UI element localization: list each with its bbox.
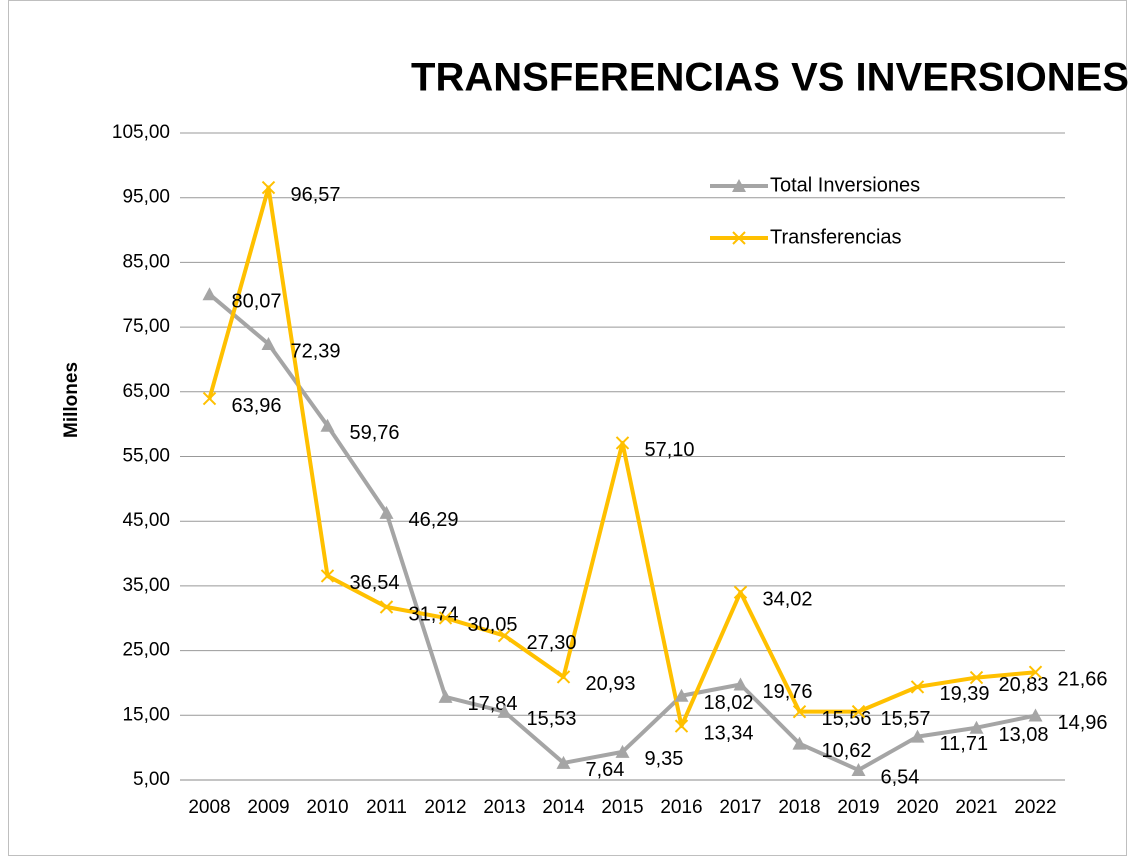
data-label: 15,57 (881, 708, 931, 730)
marker (438, 611, 453, 625)
x-tick-label: 2018 (778, 797, 820, 818)
x-tick-label: 2008 (188, 797, 230, 818)
chart-title: TRANSFERENCIAS VS INVERSIONES (411, 56, 1129, 100)
chart-border (8, 0, 1127, 856)
data-label: 27,30 (527, 632, 577, 654)
marker (851, 763, 866, 777)
data-label: 13,34 (704, 722, 754, 744)
y-tick-label: 25,00 (122, 640, 170, 661)
y-tick-label: 75,00 (122, 316, 170, 337)
marker (792, 736, 807, 750)
marker (674, 719, 689, 733)
x-tick-label: 2014 (542, 797, 585, 818)
marker (969, 720, 984, 734)
y-tick-label: 95,00 (122, 187, 170, 208)
data-label: 20,93 (586, 673, 636, 695)
data-label: 96,57 (291, 184, 341, 206)
data-label: 15,53 (527, 708, 577, 730)
y-tick-label: 35,00 (122, 575, 170, 596)
marker (732, 179, 746, 192)
marker (556, 670, 571, 684)
x-tick-label: 2009 (247, 797, 289, 818)
data-label: 17,84 (468, 693, 518, 715)
x-tick-label: 2012 (424, 797, 466, 818)
data-label: 6,54 (881, 766, 920, 788)
y-tick-label: 105,00 (112, 122, 170, 143)
marker (851, 704, 866, 719)
marker (320, 569, 335, 583)
marker (733, 677, 748, 691)
y-tick-label: 5,00 (133, 769, 170, 790)
y-tick-label: 45,00 (122, 510, 170, 531)
marker (1028, 665, 1043, 679)
x-tick-label: 2015 (601, 797, 643, 818)
data-label: 10,62 (822, 740, 872, 762)
data-label: 34,02 (763, 589, 813, 611)
y-tick-label: 65,00 (122, 381, 170, 402)
marker (615, 744, 630, 758)
marker (497, 704, 512, 718)
data-label: 59,76 (350, 422, 400, 444)
data-label: 30,05 (468, 614, 518, 636)
marker (379, 600, 394, 614)
marker (202, 287, 217, 301)
x-tick-label: 2017 (719, 797, 761, 818)
data-label: 31,74 (409, 603, 459, 625)
legend-label: Total Inversiones (770, 174, 920, 196)
x-tick-label: 2013 (483, 797, 525, 818)
marker (261, 180, 276, 195)
x-tick-label: 2010 (306, 797, 348, 818)
data-label: 80,07 (232, 291, 282, 313)
marker (732, 231, 746, 245)
data-label: 14,96 (1058, 712, 1108, 734)
legend-label: Transferencias (770, 226, 902, 248)
x-tick-label: 2022 (1014, 797, 1056, 818)
marker (910, 729, 925, 743)
marker (969, 670, 984, 685)
marker (556, 755, 571, 769)
marker (497, 629, 512, 643)
marker (674, 688, 689, 702)
marker (438, 689, 453, 703)
x-tick-label: 2016 (660, 797, 702, 818)
x-tick-label: 2020 (896, 797, 938, 818)
data-label: 19,39 (940, 683, 990, 705)
y-tick-label: 85,00 (122, 251, 170, 272)
marker (202, 391, 217, 406)
data-label: 7,64 (586, 759, 625, 781)
data-label: 19,76 (763, 681, 813, 703)
marker (615, 436, 630, 450)
marker (910, 680, 925, 694)
marker (261, 336, 276, 350)
data-label: 13,08 (999, 724, 1049, 746)
y-axis-label: Millones (61, 362, 82, 438)
data-label: 57,10 (645, 439, 695, 461)
x-tick-label: 2021 (955, 797, 997, 818)
data-label: 46,29 (409, 509, 459, 531)
y-tick-label: 55,00 (122, 446, 170, 467)
marker (733, 585, 748, 599)
y-tick-label: 15,00 (122, 704, 170, 725)
data-label: 21,66 (1058, 668, 1108, 690)
data-label: 9,35 (645, 748, 684, 770)
data-label: 18,02 (704, 692, 754, 714)
data-label: 72,39 (291, 340, 341, 362)
marker (1028, 708, 1043, 722)
data-label: 20,83 (999, 674, 1049, 696)
x-tick-label: 2011 (366, 797, 407, 818)
x-tick-label: 2019 (837, 797, 879, 818)
data-label: 36,54 (350, 572, 400, 594)
data-label: 63,96 (232, 395, 282, 417)
data-label: 11,71 (940, 733, 989, 755)
data-label: 15,56 (822, 708, 872, 730)
marker (792, 704, 807, 719)
marker (379, 505, 394, 519)
marker (320, 418, 335, 432)
